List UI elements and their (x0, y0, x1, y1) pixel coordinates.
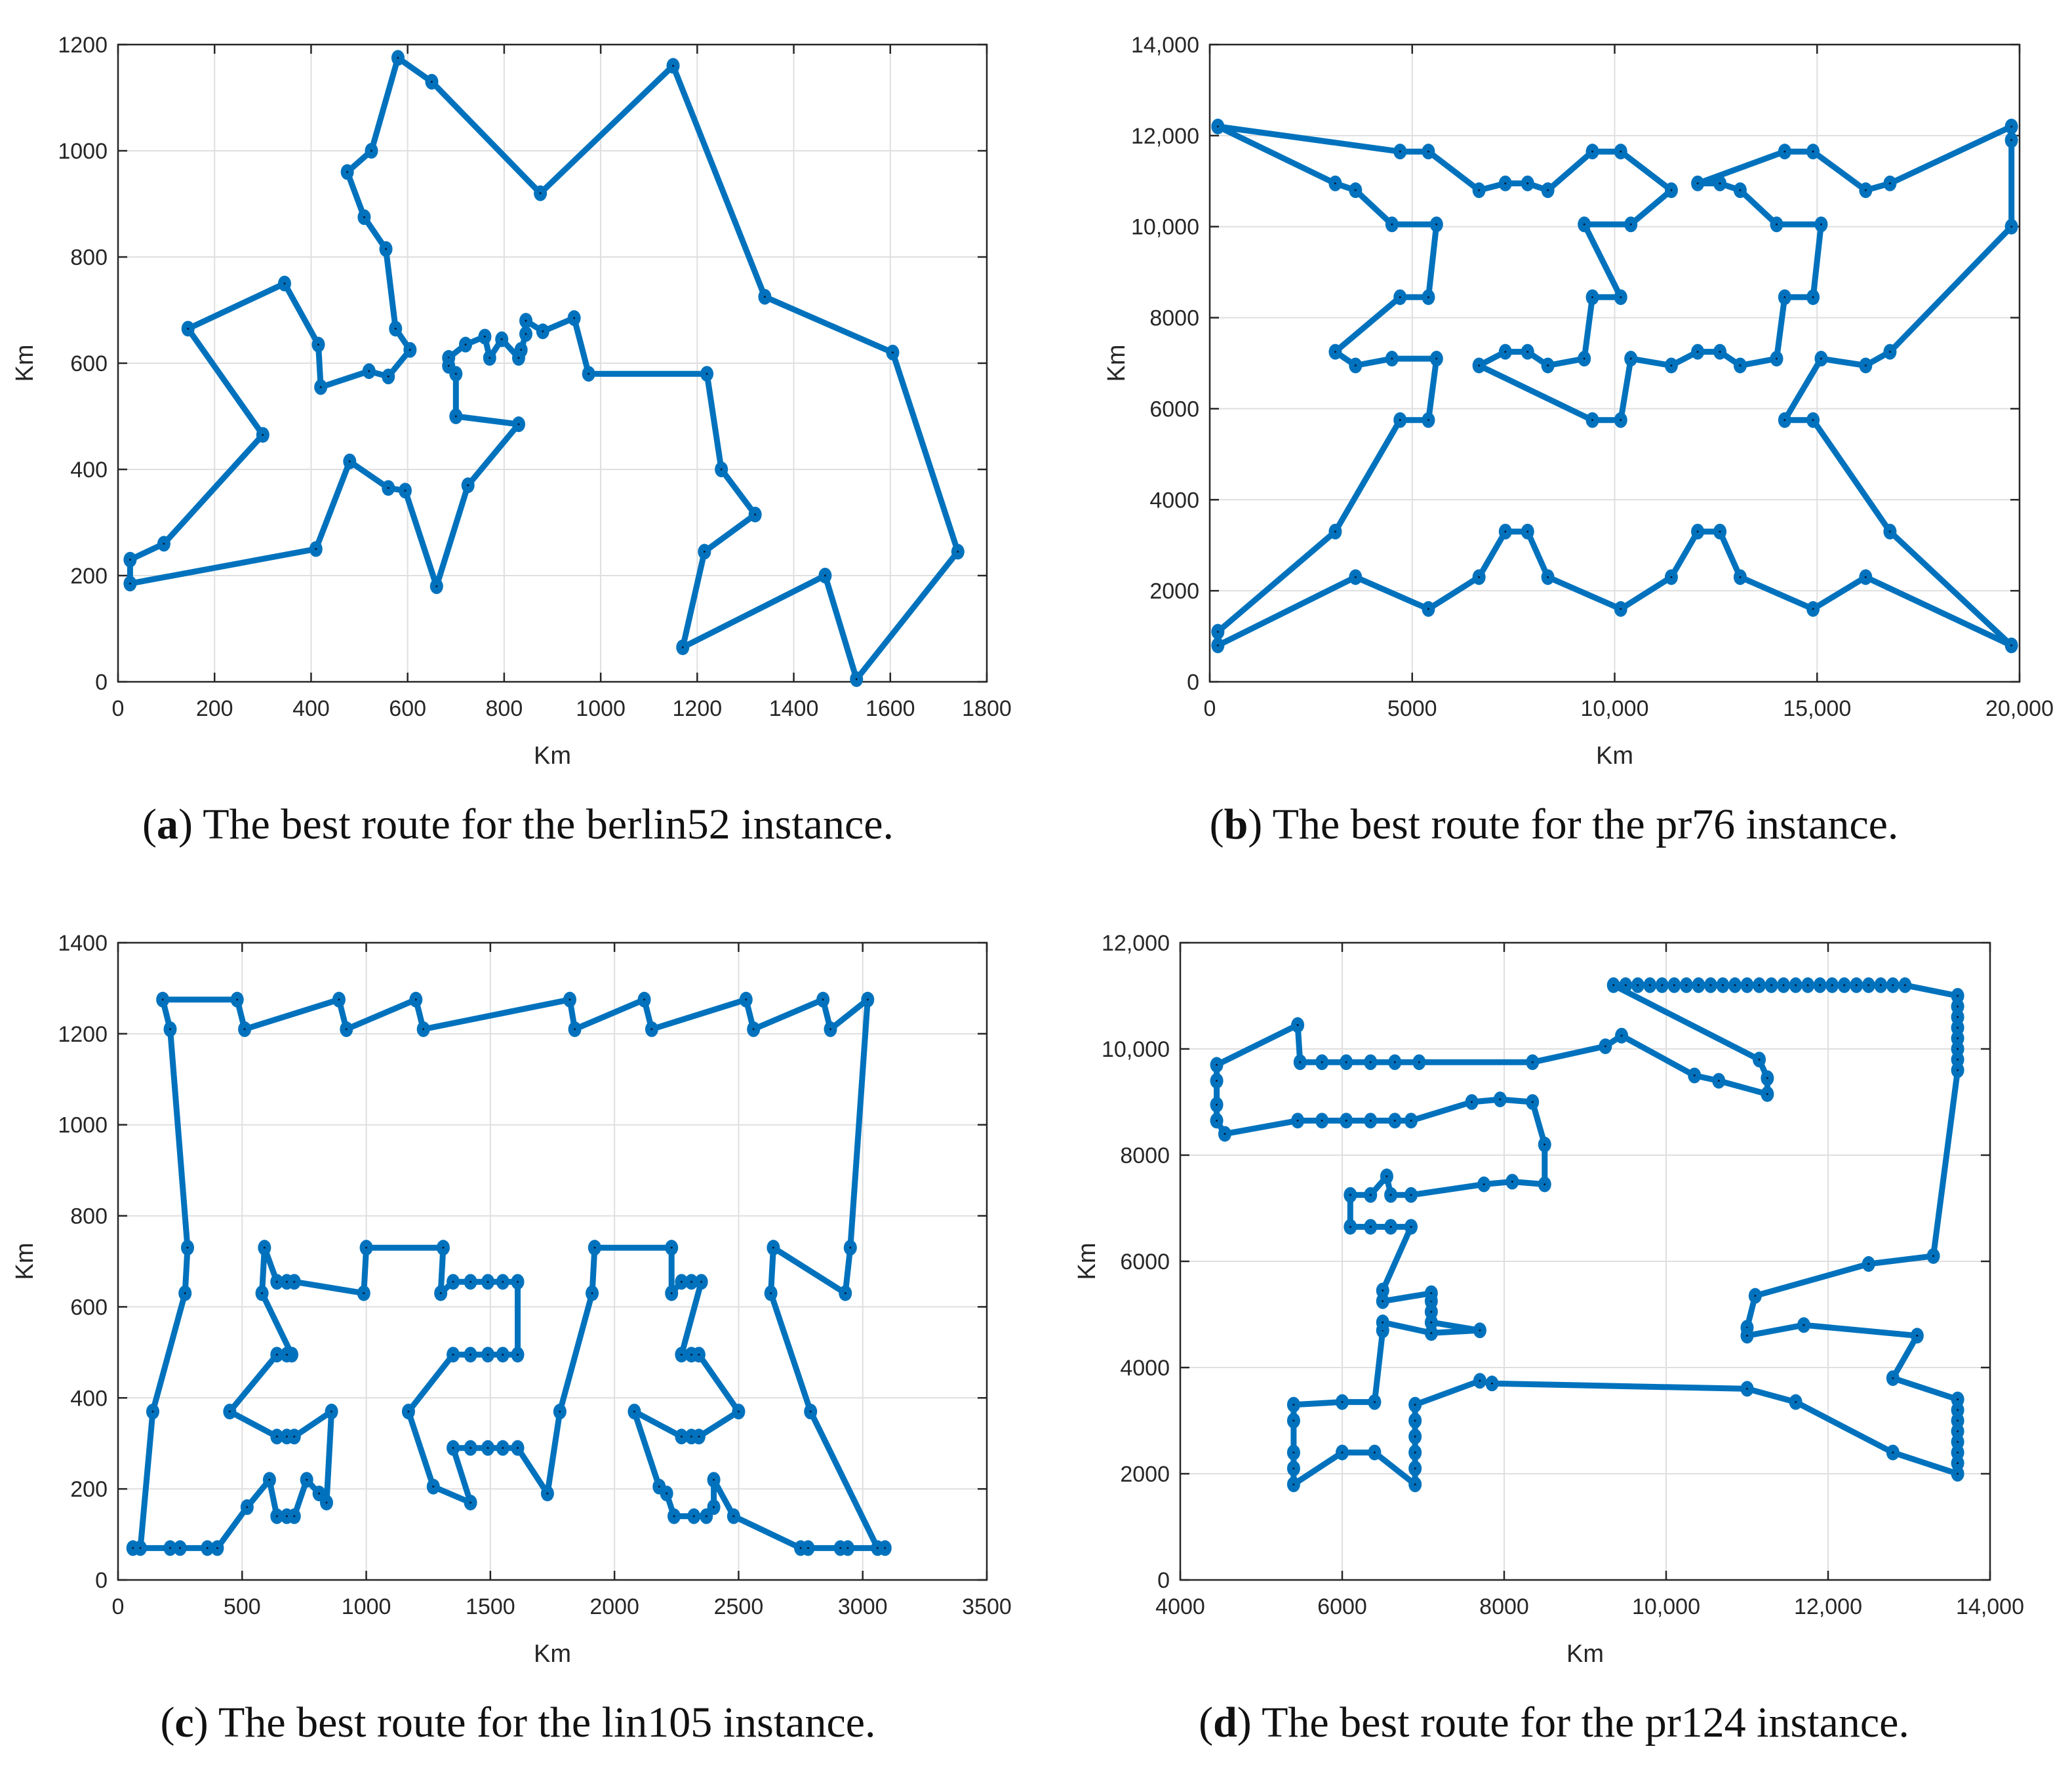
x-tick-label: 1000 (576, 696, 626, 721)
y-tick-label: 6000 (1120, 1250, 1170, 1274)
y-tick-label: 6000 (1149, 397, 1199, 422)
y-tick-label: 0 (1187, 670, 1199, 695)
x-tick-label: 2000 (589, 1594, 639, 1619)
y-tick-label: 12,000 (1131, 124, 1199, 149)
y-tick-label: 600 (70, 1295, 108, 1320)
y-tick-label: 1400 (58, 931, 108, 956)
x-tick-label: 600 (389, 696, 426, 721)
y-tick-label: 14,000 (1131, 33, 1199, 58)
panel-b: 0 5000 10,000 15,000 20,000 0 2000 4000 6000 8000… (1036, 0, 2072, 774)
y-tick-label: 1200 (58, 33, 108, 58)
x-tick-label: 20,000 (1985, 696, 2054, 721)
y-axis-label: Km (1073, 1243, 1101, 1280)
y-axis-label: Km (1103, 345, 1130, 382)
y-tick-label: 200 (70, 1477, 108, 1502)
y-axis-label: Km (11, 345, 39, 382)
y-tick-label: 10,000 (1102, 1037, 1170, 1062)
x-tick-label: 0 (112, 696, 125, 721)
y-tick-label: 2000 (1149, 579, 1199, 604)
caption-c: (c) The best route for the lin105 instan… (160, 1699, 876, 1746)
y-tick-label: 8000 (1149, 306, 1199, 331)
panel-d: 4000 6000 8000 10,000 12,000 14,000 0 2000 4000 6… (1036, 898, 2072, 1672)
plot-frame (117, 941, 988, 1581)
chart-lin105: 0 500 1000 1500 2000 2500 3000 3500 0 200 400 600 80… (11, 931, 1012, 1668)
x-tick-label: 5000 (1387, 696, 1437, 721)
plot-frame (1179, 941, 1991, 1581)
x-tick-label: 1500 (466, 1594, 515, 1619)
panel-c: 0 500 1000 1500 2000 2500 3000 3500 0 200 400 600 80… (0, 898, 1036, 1672)
x-tick-label: 800 (486, 696, 523, 721)
y-tick-label: 12,000 (1102, 931, 1170, 956)
y-tick-label: 0 (95, 1568, 108, 1593)
x-tick-label: 8000 (1479, 1594, 1529, 1619)
x-tick-label: 10,000 (1581, 696, 1649, 721)
x-tick-label: 0 (112, 1594, 125, 1619)
y-tick-label: 1200 (58, 1022, 108, 1047)
caption-a: (a) The best route for the berlin52 inst… (142, 800, 894, 848)
x-tick-label: 10,000 (1632, 1594, 1700, 1619)
y-tick-label: 4000 (1120, 1356, 1170, 1381)
caption-d: (d) The best route for the pr124 instanc… (1199, 1699, 1909, 1746)
chart-pr124: 4000 6000 8000 10,000 12,000 14,000 0 2000 4000 6… (1073, 931, 2024, 1668)
x-tick-label: 200 (196, 696, 233, 721)
x-tick-label: 15,000 (1783, 696, 1851, 721)
y-tick-label: 800 (70, 245, 108, 270)
y-tick-label: 400 (70, 458, 108, 483)
plot-frame (1208, 43, 2021, 683)
panel-a: 0 200 400 600 800 1000 1200 1400 1600 1800 0 200 400… (0, 0, 1036, 774)
grid (117, 942, 987, 1581)
route-line (132, 996, 888, 1551)
y-tick-label: 0 (1157, 1568, 1170, 1593)
y-tick-label: 10,000 (1131, 215, 1199, 240)
y-axis-label: Km (11, 1243, 39, 1280)
x-tick-label: 0 (1204, 696, 1216, 721)
x-tick-label: 1400 (769, 696, 819, 721)
x-tick-label: 4000 (1155, 1594, 1205, 1619)
x-axis-label: Km (534, 742, 571, 770)
x-tick-label: 1000 (342, 1594, 391, 1619)
x-tick-label: 3000 (838, 1594, 888, 1619)
x-tick-label: 1200 (673, 696, 723, 721)
y-tick-label: 8000 (1120, 1143, 1170, 1168)
x-axis-label: Km (534, 1640, 571, 1668)
plot-frame (117, 43, 988, 683)
y-tick-label: 0 (95, 670, 108, 695)
grid (117, 44, 987, 682)
x-tick-label: 400 (292, 696, 330, 721)
x-tick-label: 2500 (714, 1594, 764, 1619)
x-tick-label: 14,000 (1956, 1594, 2024, 1619)
city-markers (1210, 977, 1964, 1493)
x-tick-label: 1800 (962, 696, 1012, 721)
caption-b: (b) The best route for the pr76 instance… (1209, 800, 1899, 848)
y-tick-label: 400 (70, 1386, 108, 1411)
city-markers (126, 991, 892, 1556)
y-tick-label: 1000 (58, 1113, 108, 1138)
y-tick-label: 800 (70, 1204, 108, 1229)
chart-pr76: 0 5000 10,000 15,000 20,000 0 2000 4000 6000 8000… (1103, 33, 2054, 770)
y-tick-label: 1000 (58, 139, 108, 164)
x-tick-label: 1600 (866, 696, 915, 721)
y-tick-label: 2000 (1120, 1462, 1170, 1487)
x-tick-label: 500 (224, 1594, 261, 1619)
city-markers (123, 50, 965, 687)
x-tick-label: 12,000 (1794, 1594, 1862, 1619)
x-axis-label: Km (1566, 1640, 1604, 1668)
y-tick-label: 200 (70, 564, 108, 589)
x-tick-label: 6000 (1317, 1594, 1367, 1619)
x-axis-label: Km (1596, 742, 1633, 770)
x-tick-label: 3500 (962, 1594, 1012, 1619)
chart-berlin52: 0 200 400 600 800 1000 1200 1400 1600 1800 0 200 400… (11, 33, 1012, 770)
y-tick-label: 600 (70, 351, 108, 376)
city-markers (1211, 118, 2018, 654)
y-tick-label: 4000 (1149, 488, 1199, 513)
